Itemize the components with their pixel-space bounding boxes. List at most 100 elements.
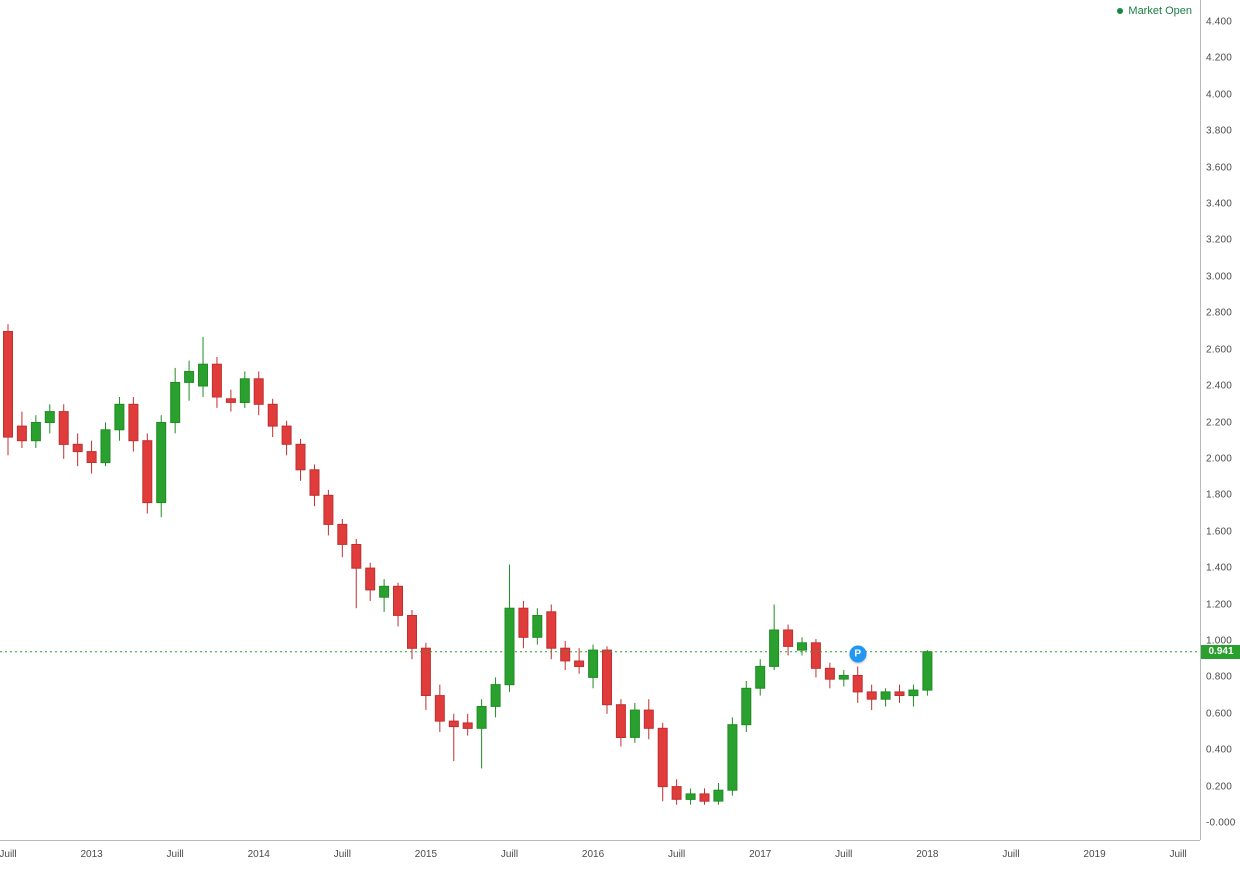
candle-down [783,629,794,647]
candle-down [866,691,877,700]
candle-down [810,642,821,669]
candle-up [532,615,543,638]
time-axis-label: Juill [0,849,17,860]
candle-down [671,786,682,800]
candle-down [309,469,320,496]
candle-up [769,629,780,667]
price-axis-label: 2.800 [1206,307,1233,319]
candle-down [295,443,306,471]
chart-plot[interactable] [0,0,1200,840]
time-axis-label: Juill [333,849,351,860]
candle-down [894,691,905,697]
candle-down [657,727,668,788]
time-axis-label: Juill [668,849,686,860]
candle-down [615,704,626,739]
candle-up [198,363,208,387]
price-axis-label: 1.200 [1206,599,1233,611]
candle-down [546,611,557,649]
candle-up [170,382,181,423]
price-axis-label: 4.200 [1206,52,1233,64]
time-axis-label: Juill [835,849,853,860]
price-axis-label: 2.000 [1206,453,1233,465]
candle-up [797,642,807,651]
candle-down [852,675,863,693]
candle-down [323,494,334,525]
price-axis-label: 0.800 [1206,671,1233,683]
candle-down [824,667,835,680]
candle-up [629,709,640,738]
candle-down [699,793,710,802]
candle-up [755,665,766,689]
candle-down [253,378,264,405]
candle-up [908,689,919,697]
time-axis-label: 2015 [414,849,438,860]
time-axis-label: 2013 [80,849,103,860]
candle-down [574,660,585,667]
price-axis-label: 2.400 [1206,380,1233,392]
price-axis-label: -0.000 [1206,817,1236,829]
candle-down [86,451,97,464]
candle-up [184,371,195,383]
candle-down [225,398,236,403]
candle-down [462,722,473,729]
candle-down [602,649,612,706]
time-axis-label: Juill [500,849,519,860]
time-axis-label: Juill [166,849,184,860]
candle-up [379,585,390,598]
price-axis-label: 0.400 [1206,744,1233,756]
candle-up [476,706,487,729]
candle-up [685,793,696,800]
candle-down [393,585,403,616]
price-axis-label: 1.000 [1206,635,1233,647]
time-axis-label: 2016 [581,849,605,860]
axis-corner [1200,840,1240,868]
time-axis-label: Juill [1169,849,1187,860]
price-axis-label: 2.200 [1206,417,1233,428]
price-axis-label: 1.600 [1206,526,1233,538]
price-axis-label: 0.600 [1206,708,1233,720]
candle-down [267,403,278,427]
candle-down [407,615,417,649]
price-axis-label: 0.200 [1206,781,1233,793]
price-axis[interactable]: 0.941 4.400 4.200 4.000 3.800 3.600 3.400 3.20… [1200,0,1240,840]
price-axis-label: 4.000 [1206,89,1233,101]
time-axis-label: 2018 [916,849,939,860]
time-axis-label: Juill [1002,849,1020,860]
price-axis-label: 3.600 [1206,162,1233,174]
candle-down [281,425,292,445]
candle-up [838,675,849,680]
candle-up [880,691,891,700]
time-axis-label: 2019 [1083,849,1106,860]
price-axis-label: 3.800 [1206,125,1233,137]
candle-up [30,422,41,442]
candle-down [337,523,348,545]
price-axis-label: 3.000 [1206,271,1233,283]
price-axis-label: 1.400 [1206,562,1233,574]
candle-up [588,649,599,678]
candle-down [58,411,69,445]
price-axis-label: 1.800 [1206,489,1233,501]
candle-up [114,403,125,431]
price-axis-label: 2.600 [1206,344,1233,356]
market-status: Market Open [1117,5,1192,17]
candle-up [504,607,515,686]
candle-down [560,647,571,662]
candle-down [365,567,376,591]
candle-down [448,720,459,728]
candle-down [16,425,27,442]
position-marker[interactable]: P [849,645,867,663]
candle-up [727,724,738,791]
market-open-dot-icon [1117,8,1124,14]
price-axis-label: 4.400 [1206,16,1233,28]
candle-up [239,378,250,403]
candle-up [713,789,724,802]
candle-down [72,443,83,453]
position-marker-label: P [854,648,862,660]
candle-down [128,403,139,442]
candle-down [420,647,431,697]
candle-down [518,607,529,638]
time-axis[interactable]: Juill 2013 Juill 2014 Juill 2015 Juill 2016 Juil… [0,840,1240,869]
candle-up [100,429,111,464]
candle-up [922,651,933,691]
candle-down [142,440,153,504]
